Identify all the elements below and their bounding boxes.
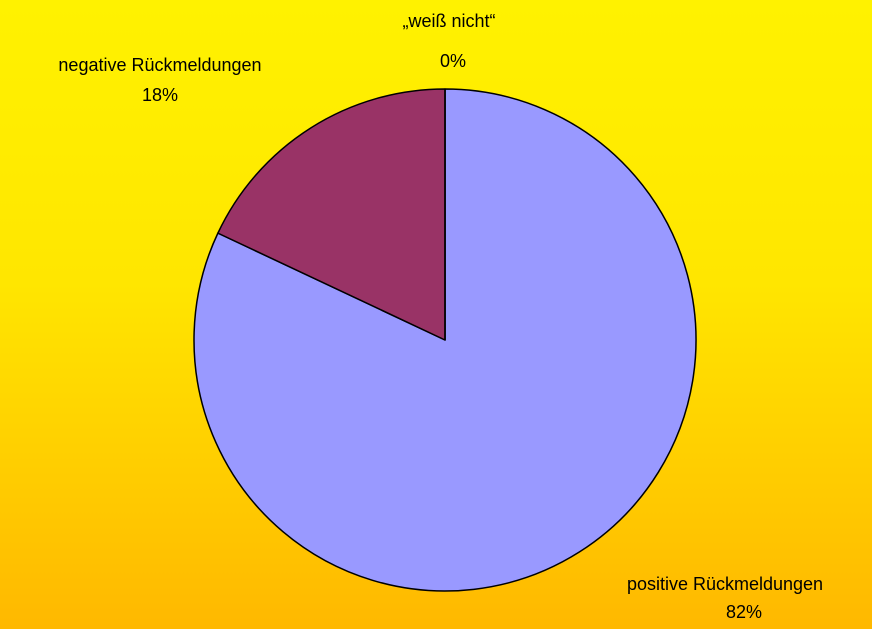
slice-label-name: positive Rückmeldungen (627, 574, 823, 594)
pie-labels: positive Rückmeldungen 82% negative Rück… (58, 11, 823, 622)
pie-slices (193, 88, 697, 592)
slice-label-name: negative Rückmeldungen (58, 55, 261, 75)
slice-label-percent: 0% (440, 51, 466, 71)
slice-negative (217, 88, 446, 341)
slice-label-name: „weiß nicht“ (402, 11, 495, 31)
slice-label-percent: 82% (726, 602, 762, 622)
slice-label-percent: 18% (142, 85, 178, 105)
